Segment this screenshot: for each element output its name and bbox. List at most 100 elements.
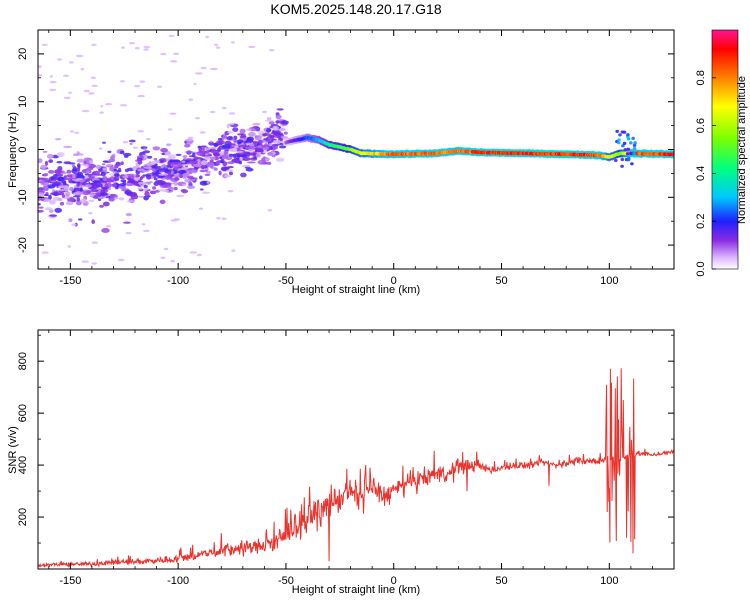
spectral-outlier <box>137 94 145 98</box>
spectral-blob <box>150 160 157 165</box>
spectral-blob <box>210 149 217 154</box>
spectral-blob <box>269 145 273 151</box>
spectral-blob <box>240 172 247 178</box>
spectral-outlier <box>113 197 119 200</box>
spectral-outlier <box>68 91 73 95</box>
spectral-blob <box>166 143 172 147</box>
spectral-outlier <box>221 217 227 220</box>
snr-x-axis-label: Height of straight line (km) <box>292 584 420 596</box>
spectral-outlier <box>134 84 141 88</box>
y-tick-label: 0 <box>17 146 29 152</box>
spectral-outlier <box>169 112 177 115</box>
spectral-blob <box>102 141 106 144</box>
colorbar: 0.0 0.2 0.4 0.6 0.8 Normalized spectral ampl… <box>695 29 748 277</box>
spectral-outlier <box>215 46 221 49</box>
spectral-outlier <box>231 249 236 252</box>
spectral-outlier <box>193 82 197 86</box>
spectral-blob <box>257 159 266 165</box>
spectral-blob <box>59 201 65 206</box>
spectral-blob <box>76 178 83 181</box>
spectral-blob <box>43 198 52 202</box>
spectral-outlier <box>206 181 210 184</box>
spectral-outlier <box>199 131 206 134</box>
spectral-blob <box>119 183 127 187</box>
spectral-outlier <box>59 188 65 192</box>
spectral-blob <box>55 173 64 177</box>
spectral-blob <box>38 192 45 197</box>
spectral-blob <box>252 126 259 129</box>
spectral-blob <box>83 157 91 163</box>
spectral-blob <box>279 127 286 132</box>
ridge-burst <box>625 152 630 156</box>
spectral-outlier <box>137 130 145 133</box>
spectral-blob <box>266 128 272 133</box>
spectral-outlier <box>74 131 80 134</box>
spectral-blob <box>217 138 223 141</box>
spectral-blob <box>268 121 275 125</box>
colorbar-tick-label: 0.4 <box>695 166 707 181</box>
spectral-blob <box>280 120 289 125</box>
spectral-blob <box>172 159 181 163</box>
spectral-blob <box>54 169 63 175</box>
ridge-burst <box>633 141 637 145</box>
spectral-blob <box>210 166 217 169</box>
spectral-blob <box>144 181 152 184</box>
spectral-outlier <box>200 66 207 70</box>
spectral-blob <box>136 157 143 162</box>
ridge-burst <box>632 147 637 151</box>
spectral-blob <box>272 139 281 145</box>
snr-y-ticks: 200 400 600 800 <box>17 334 674 570</box>
y-tick-label: 10 <box>17 96 29 108</box>
ridge-burst <box>629 151 633 156</box>
spectral-blob <box>273 131 281 136</box>
spectral-blob <box>178 174 183 178</box>
ridge-burst <box>614 158 618 163</box>
x-tick-label: 100 <box>600 575 618 587</box>
spectral-blob <box>174 177 180 181</box>
spectral-outlier <box>70 130 74 133</box>
spectral-outlier <box>189 251 198 254</box>
spectral-blob <box>50 180 57 183</box>
spectral-outlier <box>167 128 173 131</box>
spectral-outlier <box>221 106 227 110</box>
spectral-blob <box>260 145 266 148</box>
spectral-blob <box>91 219 95 225</box>
spectral-outlier <box>63 96 71 100</box>
spectral-blob <box>106 164 113 167</box>
spectral-blob <box>74 187 80 190</box>
spectral-blob <box>120 161 124 165</box>
spectral-outlier <box>224 175 231 178</box>
spectral-outlier <box>157 85 163 89</box>
spectral-blob <box>49 200 56 205</box>
spectral-outlier <box>91 241 99 244</box>
spectral-outlier <box>99 111 104 114</box>
spectral-blob <box>122 175 129 179</box>
spectral-blob <box>42 150 48 153</box>
spectral-blob <box>99 147 103 150</box>
spectral-blob <box>177 170 187 174</box>
spectral-blob <box>188 178 196 182</box>
spectral-blob <box>143 195 149 201</box>
spectral-outlier <box>236 150 243 153</box>
spectral-blob <box>165 158 170 162</box>
spectral-blob <box>204 173 211 176</box>
spectral-blob <box>61 194 66 198</box>
spectral-blob <box>41 177 50 181</box>
spectral-outlier <box>262 110 267 114</box>
spectrogram-x-ticks: -150 -100 -50 0 50 100 <box>48 30 675 287</box>
spectral-outlier <box>181 160 186 163</box>
spectral-blob <box>38 158 43 164</box>
spectral-outlier <box>143 48 149 51</box>
spectral-blob <box>38 209 44 213</box>
spectral-blob <box>54 207 62 213</box>
colorbar-ticks: 0.0 0.2 0.4 0.6 0.8 <box>695 70 716 277</box>
spectral-blob <box>80 198 87 203</box>
spectral-blob <box>170 170 174 175</box>
x-tick-label: -50 <box>278 575 294 587</box>
spectral-blob <box>196 151 205 156</box>
spectral-blob <box>76 151 80 156</box>
spectral-blob <box>237 133 244 136</box>
spectral-blob <box>100 192 108 196</box>
x-tick-label: 100 <box>600 275 618 287</box>
